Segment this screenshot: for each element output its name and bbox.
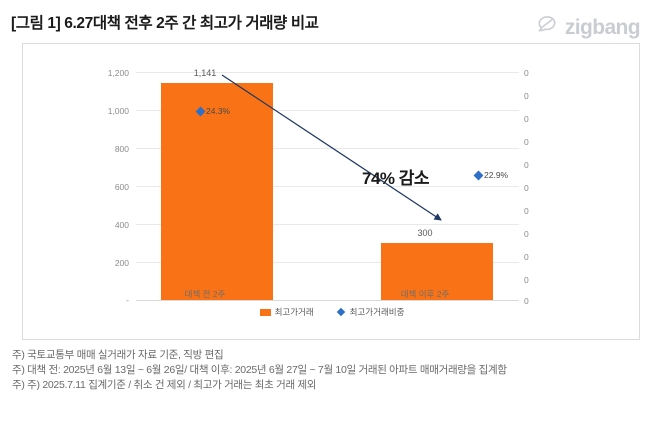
annotation-decline-text: 74% 감소 [362,169,430,188]
gridline [136,262,519,263]
y-axis-tick-right: 0 [524,252,529,262]
legend-label-marker-series: 최고가거래비중 [349,307,405,317]
plot-area [136,72,519,301]
page-title: [그림 1] 6.27대책 전후 2주 간 최고가 거래량 비교 [11,15,319,32]
axis-baseline [136,300,519,301]
y-axis-tick-right: 0 [524,275,529,285]
bar-value-label-before: 1,141 [193,68,217,78]
legend-label-bar-series: 최고가거래 [274,307,314,317]
marker-point-before[interactable]: 24.3% [195,106,231,116]
legend-bar-swatch-icon [259,308,271,316]
diamond-marker-icon [473,170,484,180]
y-axis-tick-right: 0 [524,114,529,124]
brand-logo: zigbang [536,14,641,41]
marker-value-before: 24.3% [206,106,231,116]
legend-item-marker-series[interactable]: 최고가거래비중 [336,306,405,318]
footnotes: 주) 국토교통부 매매 실거래가 자료 기준, 직방 편집 주) 대책 전: 2… [12,348,652,394]
x-axis-category-before: 대책 전 2주 [184,289,226,299]
y-axis-tick-left: 600 [114,182,129,192]
x-axis-category-after: 대책 이후 2주 [400,289,450,299]
footnote-criteria: 주) 주) 2025.7.11 집계기준 / 취소 건 제외 / 최고가 거래는… [12,379,317,392]
bar-after[interactable] [381,243,493,300]
y-axis-tick-left: - [126,295,129,305]
y-axis-tick-left: 800 [114,144,129,154]
y-axis-tick-right: 0 [524,183,529,193]
y-axis-tick-right: 0 [524,229,529,239]
chart-legend: 최고가거래 최고가거래비중 [23,306,641,318]
marker-point-after[interactable]: 22.9% [473,170,509,180]
diamond-marker-icon [195,106,206,116]
page-header: [그림 1] 6.27대책 전후 2주 간 최고가 거래량 비교 zigbang [0,0,658,48]
marker-value-after: 22.9% [484,170,509,180]
y-axis-tick-right: 0 [524,206,529,216]
footnote-period: 주) 대책 전: 2025년 6월 13일 ~ 6월 26일/ 대책 이후: 2… [12,364,507,377]
gridline [136,72,519,73]
legend-diamond-swatch-icon [336,307,345,317]
gridline [136,224,519,225]
y-axis-tick-left: 1,200 [107,68,129,78]
y-axis-tick-right: 0 [524,91,529,101]
y-axis-tick-right: 0 [524,296,529,306]
bar-value-label-after: 300 [417,228,433,238]
legend-item-bar-series[interactable]: 최고가거래 [259,306,314,318]
y-axis-tick-right: 0 [524,160,529,170]
y-axis-tick-left: 400 [114,220,129,230]
y-axis-tick-right: 0 [524,68,529,78]
y-axis-tick-left: 1,000 [107,106,129,116]
brand-name: zigbang [564,16,641,39]
y-axis-tick-right: 0 [524,137,529,147]
chart-container: 1,200 1,000 800 600 400 200 - 0 0 0 0 0 … [22,43,640,340]
footnote-source: 주) 국토교통부 매매 실거래가 자료 기준, 직방 편집 [12,349,224,361]
y-axis-tick-left: 200 [114,258,129,268]
zigbang-swirl-icon [536,14,558,41]
